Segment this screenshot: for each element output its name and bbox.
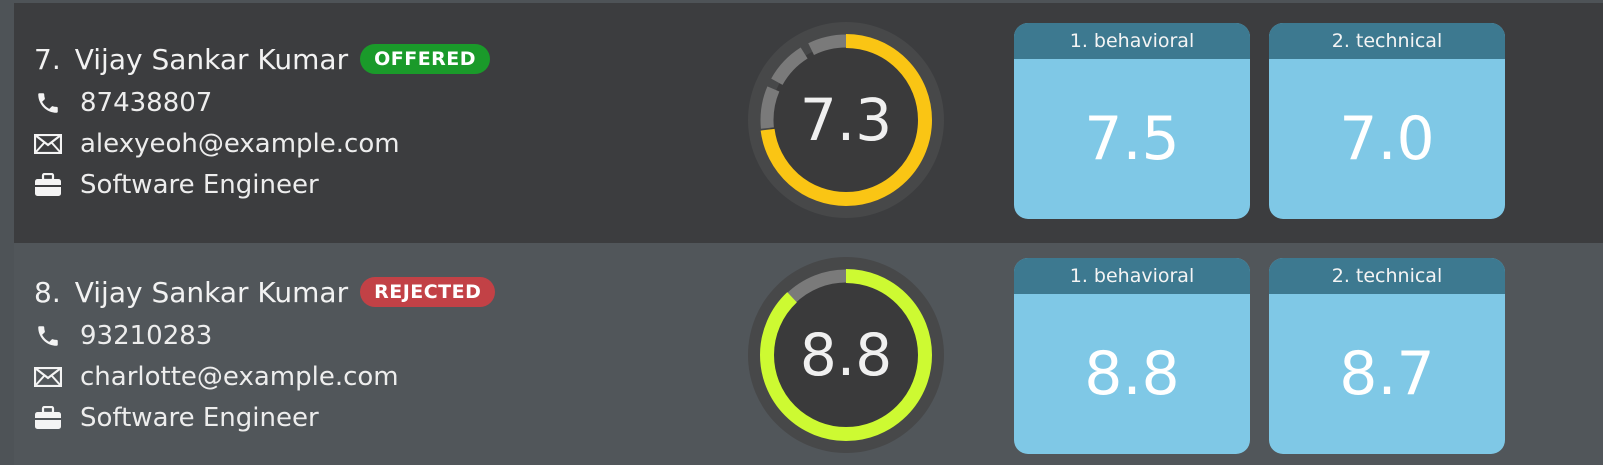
status-badge: REJECTED [360, 277, 496, 307]
job-role: Software Engineer [80, 403, 319, 433]
round-score: 8.7 [1339, 339, 1435, 409]
overall-score: 7.3 [799, 86, 893, 154]
mail-icon [34, 132, 62, 156]
phone-icon [34, 91, 62, 115]
candidate-card[interactable]: 8. Vijay Sankar Kumar REJECTED 93210283 … [14, 243, 1603, 465]
candidate-name: Vijay Sankar Kumar [74, 42, 349, 76]
phone-number: 87438807 [80, 88, 213, 118]
status-badge: OFFERED [360, 44, 491, 74]
email-address: charlotte@example.com [80, 362, 399, 392]
briefcase-icon [34, 173, 62, 197]
candidate-header: 7. Vijay Sankar Kumar OFFERED [34, 39, 491, 79]
role-row: Software Engineer [34, 403, 319, 433]
round-score-card: 2. technical 8.7 [1269, 258, 1505, 454]
left-edge [0, 0, 14, 465]
round-score: 7.0 [1339, 104, 1435, 174]
round-label: 2. technical [1269, 23, 1505, 59]
overall-score-gauge: 7.3 [746, 20, 946, 220]
round-score-card: 2. technical 7.0 [1269, 23, 1505, 219]
phone-row: 93210283 [34, 321, 212, 351]
email-row: charlotte@example.com [34, 362, 399, 392]
overall-score: 8.8 [799, 321, 893, 389]
round-score: 7.5 [1084, 104, 1180, 174]
candidate-index: 7. [34, 42, 61, 76]
email-row: alexyeoh@example.com [34, 129, 400, 159]
round-label: 2. technical [1269, 258, 1505, 294]
phone-icon [34, 324, 62, 348]
top-divider [0, 0, 1603, 3]
candidate-card[interactable]: 7. Vijay Sankar Kumar OFFERED 87438807 a… [14, 3, 1603, 243]
job-role: Software Engineer [80, 170, 319, 200]
candidate-index: 8. [34, 275, 61, 309]
round-label: 1. behavioral [1014, 258, 1250, 294]
round-score-card: 1. behavioral 8.8 [1014, 258, 1250, 454]
round-score: 8.8 [1084, 339, 1180, 409]
round-score-card: 1. behavioral 7.5 [1014, 23, 1250, 219]
role-row: Software Engineer [34, 170, 319, 200]
briefcase-icon [34, 406, 62, 430]
round-label: 1. behavioral [1014, 23, 1250, 59]
phone-row: 87438807 [34, 88, 212, 118]
overall-score-gauge: 8.8 [746, 255, 946, 455]
candidate-header: 8. Vijay Sankar Kumar REJECTED [34, 272, 496, 312]
mail-icon [34, 365, 62, 389]
phone-number: 93210283 [80, 321, 213, 351]
email-address: alexyeoh@example.com [80, 129, 400, 159]
candidate-name: Vijay Sankar Kumar [74, 275, 349, 309]
